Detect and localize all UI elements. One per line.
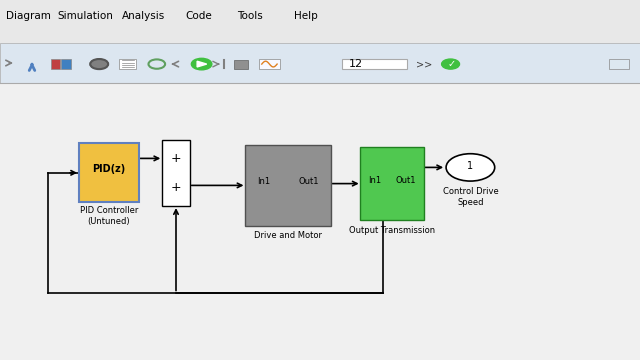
FancyBboxPatch shape — [360, 147, 424, 220]
FancyBboxPatch shape — [51, 59, 60, 69]
FancyBboxPatch shape — [0, 0, 640, 43]
Text: >>: >> — [416, 59, 432, 69]
Text: Out1: Out1 — [299, 177, 319, 186]
Text: In1: In1 — [368, 176, 381, 185]
Text: 1: 1 — [467, 161, 474, 171]
Text: Speed: Speed — [457, 198, 484, 207]
Text: +: + — [171, 181, 181, 194]
Circle shape — [90, 59, 108, 69]
Text: (Untuned): (Untuned) — [88, 217, 130, 226]
Text: Out1: Out1 — [396, 176, 416, 185]
Text: 12: 12 — [349, 59, 363, 69]
Circle shape — [442, 59, 460, 69]
Text: Code: Code — [186, 11, 212, 21]
Text: Help: Help — [294, 11, 318, 21]
Text: PID(z): PID(z) — [92, 164, 125, 174]
FancyBboxPatch shape — [119, 59, 136, 69]
Text: +: + — [171, 152, 181, 165]
FancyBboxPatch shape — [342, 59, 407, 69]
Text: PID Controller: PID Controller — [79, 206, 138, 215]
FancyBboxPatch shape — [609, 59, 629, 69]
Text: Tools: Tools — [237, 11, 262, 21]
FancyBboxPatch shape — [79, 143, 139, 202]
Text: Analysis: Analysis — [122, 11, 165, 21]
FancyBboxPatch shape — [0, 43, 640, 83]
FancyBboxPatch shape — [162, 140, 190, 206]
Text: Simulation: Simulation — [58, 11, 113, 21]
Text: Output Transmission: Output Transmission — [349, 226, 435, 235]
Circle shape — [191, 58, 212, 70]
Text: Diagram: Diagram — [6, 11, 51, 21]
Text: Drive and Motor: Drive and Motor — [254, 231, 322, 240]
FancyBboxPatch shape — [245, 145, 331, 226]
Text: Control Drive: Control Drive — [442, 187, 499, 197]
FancyBboxPatch shape — [259, 59, 280, 69]
Polygon shape — [197, 61, 207, 67]
FancyBboxPatch shape — [61, 59, 71, 69]
FancyBboxPatch shape — [234, 60, 248, 69]
Text: In1: In1 — [257, 177, 270, 186]
Text: ✓: ✓ — [448, 59, 456, 69]
Circle shape — [446, 154, 495, 181]
